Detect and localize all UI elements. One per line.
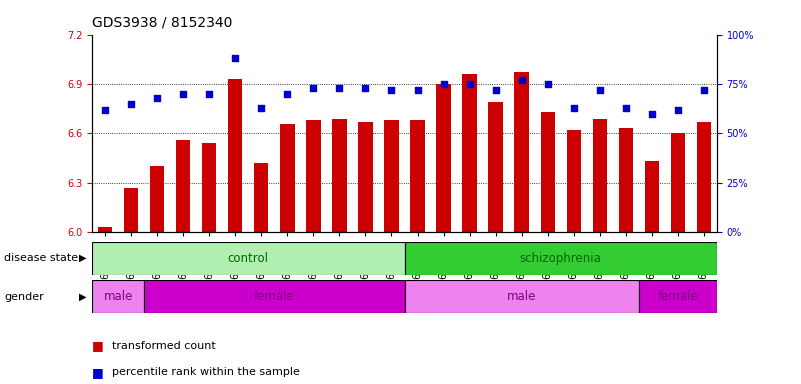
Bar — [144, 280, 405, 313]
Text: schizophrenia: schizophrenia — [520, 252, 602, 265]
Bar — [618, 129, 633, 232]
Point — [125, 101, 138, 107]
Bar — [489, 102, 503, 232]
Bar — [358, 122, 372, 232]
Bar — [202, 143, 216, 232]
Point — [437, 81, 450, 87]
Point — [307, 85, 320, 91]
Bar — [697, 122, 711, 232]
Text: ▶: ▶ — [79, 253, 87, 263]
Bar — [306, 120, 320, 232]
Bar — [437, 84, 451, 232]
Point — [567, 105, 580, 111]
Bar — [639, 280, 717, 313]
Bar — [150, 166, 164, 232]
Text: transformed count: transformed count — [112, 341, 216, 351]
Point — [515, 77, 528, 83]
Bar — [254, 163, 268, 232]
Bar — [405, 280, 639, 313]
Point — [177, 91, 190, 97]
Point — [619, 105, 632, 111]
Text: percentile rank within the sample: percentile rank within the sample — [112, 367, 300, 377]
Text: disease state: disease state — [4, 253, 78, 263]
Point — [646, 111, 658, 117]
Bar — [176, 140, 191, 232]
Point — [229, 55, 242, 61]
Bar — [384, 120, 399, 232]
Bar — [405, 242, 717, 275]
Point — [333, 85, 346, 91]
Text: ■: ■ — [92, 339, 104, 352]
Bar — [645, 161, 659, 232]
Point — [203, 91, 215, 97]
Text: female: female — [254, 290, 295, 303]
Point — [385, 87, 398, 93]
Point — [151, 95, 163, 101]
Point — [255, 105, 268, 111]
Bar — [462, 74, 477, 232]
Text: ■: ■ — [92, 366, 104, 379]
Text: female: female — [658, 290, 698, 303]
Point — [489, 87, 502, 93]
Bar — [228, 79, 243, 232]
Bar — [593, 119, 607, 232]
Point — [463, 81, 476, 87]
Bar — [514, 73, 529, 232]
Point — [594, 87, 606, 93]
Bar — [92, 242, 405, 275]
Bar — [98, 227, 112, 232]
Bar — [92, 280, 144, 313]
Text: male: male — [507, 290, 537, 303]
Text: control: control — [227, 252, 269, 265]
Text: male: male — [103, 290, 133, 303]
Point — [698, 87, 710, 93]
Point — [671, 107, 684, 113]
Bar — [541, 112, 555, 232]
Point — [281, 91, 294, 97]
Bar — [410, 120, 425, 232]
Point — [359, 85, 372, 91]
Text: ▶: ▶ — [79, 291, 87, 302]
Point — [411, 87, 424, 93]
Bar — [332, 119, 347, 232]
Text: GDS3938 / 8152340: GDS3938 / 8152340 — [92, 15, 232, 29]
Bar — [566, 130, 581, 232]
Bar — [670, 134, 685, 232]
Bar — [280, 124, 295, 232]
Point — [99, 107, 111, 113]
Bar — [124, 188, 139, 232]
Point — [541, 81, 554, 87]
Text: gender: gender — [4, 291, 44, 302]
